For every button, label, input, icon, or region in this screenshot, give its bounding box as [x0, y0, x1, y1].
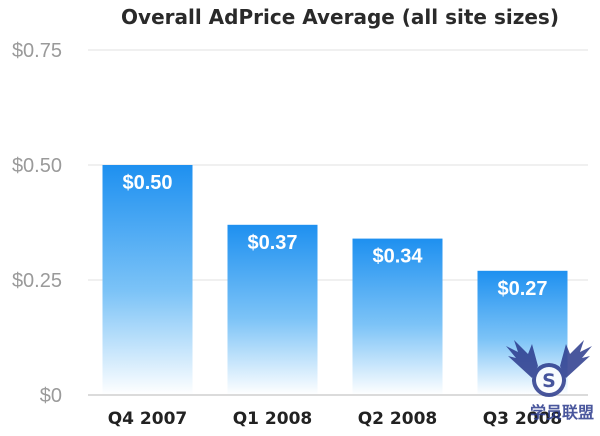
- watermark-logo: S 学员联盟: [506, 340, 594, 422]
- data-label: $0.27: [497, 278, 547, 300]
- bar: [102, 165, 193, 395]
- data-label: $0.34: [372, 246, 423, 268]
- bar: [227, 224, 318, 395]
- chart-title: Overall AdPrice Average (all site sizes): [121, 5, 559, 29]
- y-tick-label: $0: [40, 385, 62, 407]
- x-axis-ticks: Q4 2007 Q1 2008 Q2 2008 Q3 2008: [108, 409, 563, 429]
- watermark-text: 学员联盟: [530, 403, 594, 422]
- x-tick-label: Q3 2008: [483, 409, 563, 429]
- y-tick-label: $0.25: [12, 270, 62, 292]
- data-label: $0.50: [122, 172, 172, 194]
- data-label: $0.37: [247, 232, 297, 254]
- data-labels: $0.50 $0.37 $0.34 $0.27: [122, 172, 547, 300]
- y-axis-ticks: $0 $0.25 $0.50 $0.75: [12, 40, 62, 407]
- y-tick-label: $0.50: [12, 155, 62, 177]
- bar: [352, 238, 443, 395]
- x-tick-label: Q2 2008: [358, 409, 438, 429]
- x-tick-label: Q4 2007: [108, 409, 188, 429]
- x-tick-label: Q1 2008: [233, 409, 313, 429]
- watermark-badge-letter: S: [542, 370, 556, 392]
- y-tick-label: $0.75: [12, 40, 62, 62]
